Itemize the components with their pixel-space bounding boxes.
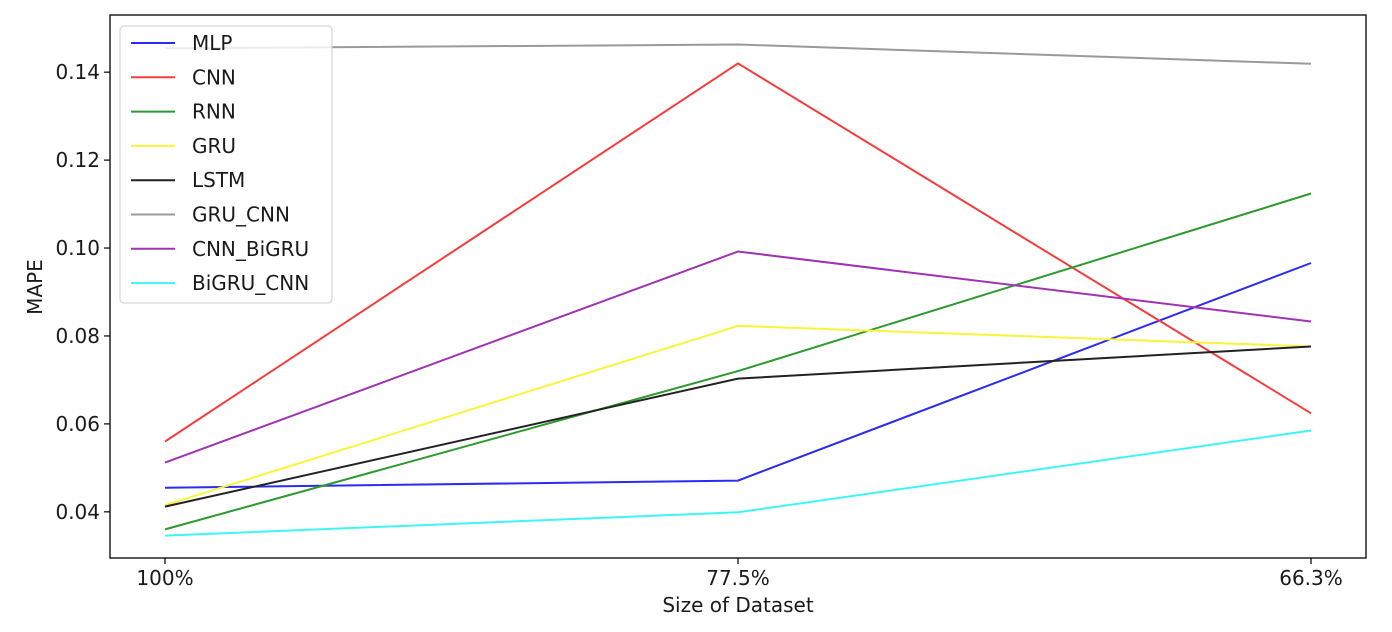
x-tick-label: 77.5% <box>706 566 770 590</box>
legend-label: BiGRU_CNN <box>192 271 309 295</box>
x-tick-label: 66.3% <box>1279 566 1343 590</box>
series-line-bigru-cnn <box>164 429 1312 537</box>
legend-items: MLP CNN RNN GRU LSTM GRU_CNN CNN_BiGRU BiGRU_CN… <box>131 31 309 295</box>
y-tick-label: 0.04 <box>55 500 100 524</box>
series-line-rnn <box>164 192 1312 531</box>
series-line-mlp <box>164 262 1312 489</box>
x-axis-title: Size of Dataset <box>662 593 814 617</box>
legend-label: GRU_CNN <box>192 203 290 227</box>
series-line-cnn <box>164 62 1312 443</box>
y-tick-label: 0.06 <box>55 412 100 436</box>
legend: MLP CNN RNN GRU LSTM GRU_CNN CNN_BiGRU BiGRU_CN… <box>119 25 333 304</box>
series-line-cnn-bigru <box>164 250 1312 464</box>
x-axis: 100% 77.5% 66.3% <box>136 558 1343 590</box>
legend-label: RNN <box>192 100 236 124</box>
x-tick-label: 100% <box>136 566 193 590</box>
legend-box <box>119 25 333 304</box>
series-line-lstm <box>164 345 1312 508</box>
y-axis-title: MAPE <box>23 259 47 315</box>
y-axis: 0.04 0.06 0.08 0.10 0.12 0.14 <box>55 60 110 524</box>
legend-label: GRU <box>192 134 236 158</box>
series-line-gru-cnn <box>164 43 1312 65</box>
y-tick-label: 0.14 <box>55 60 100 84</box>
y-tick-label: 0.12 <box>55 148 100 172</box>
legend-label: CNN <box>192 65 236 89</box>
series-line-gru <box>164 324 1312 507</box>
series-layer <box>164 43 1312 537</box>
legend-label: MLP <box>192 31 232 55</box>
legend-label: LSTM <box>192 168 245 192</box>
y-tick-label: 0.10 <box>55 236 100 260</box>
legend-label: CNN_BiGRU <box>192 237 309 261</box>
y-tick-label: 0.08 <box>55 324 100 348</box>
